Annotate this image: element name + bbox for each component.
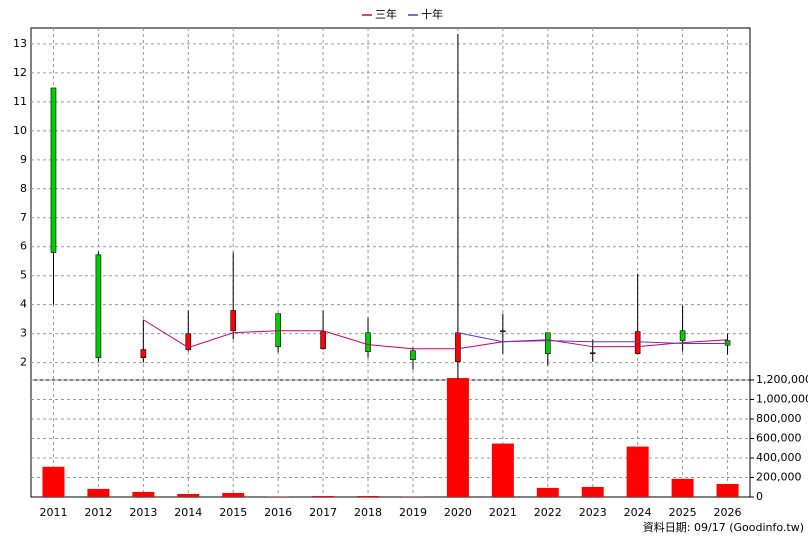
candle-body [634,331,641,354]
x-tick-label: 2016 [264,506,292,519]
candle-body [275,313,281,347]
average-line [143,319,728,350]
y-tick-label: 6 [20,240,27,253]
x-tick-label: 2026 [714,506,742,519]
x-tick-label: 2014 [174,506,202,519]
volume-bar [357,496,380,497]
y2-tick-label: 400,000 [756,451,802,464]
y-tick-label: 3 [20,327,27,340]
candle-body [365,332,371,352]
x-tick-label: 2019 [399,506,427,519]
candle-body [230,310,237,332]
volume-bar [177,493,200,497]
y-tick-label: 8 [20,182,27,195]
candle-body [50,87,57,253]
x-tick-label: 2017 [309,506,337,519]
volume-bar [446,378,469,497]
candle-body [185,333,192,350]
volume-bar [312,496,335,497]
y-tick-label: 12 [13,66,27,79]
y2-tick-label: 1,000,000 [756,393,808,406]
candle-body [455,332,461,363]
y-tick-label: 11 [13,95,27,108]
candle-body [589,352,596,355]
x-tick-label: 2023 [579,506,607,519]
y2-tick-label: 200,000 [756,471,802,484]
y2-tick-label: 600,000 [756,432,802,445]
x-tick-label: 2025 [669,506,697,519]
x-tick-label: 2012 [84,506,112,519]
volume-bar [42,466,65,497]
y-tick-label: 7 [20,211,27,224]
candle-body [410,350,416,361]
average-line [457,332,728,344]
candle-body [320,331,326,350]
volume-bar [716,483,739,497]
candle-body [500,330,506,333]
y2-tick-label: 800,000 [756,412,802,425]
y-tick-label: 2 [20,356,27,369]
plot-frame [30,27,751,498]
volume-bar [132,491,155,497]
volume-bar [536,487,559,497]
x-tick-label: 2011 [39,506,67,519]
candle-body [140,349,147,358]
volume-bar [222,493,245,497]
y-tick-label: 10 [13,124,27,137]
y-tick-label: 4 [20,298,27,311]
x-tick-label: 2021 [489,506,517,519]
x-tick-label: 2022 [534,506,562,519]
volume-bar [491,443,514,497]
x-tick-label: 2024 [624,506,652,519]
volume-bar [671,478,694,497]
volume-bar [626,446,649,497]
legend-label: 三年 [375,7,397,21]
legend-label: 十年 [421,7,443,21]
y-tick-label: 9 [20,153,27,166]
candle-body [95,254,102,358]
x-tick-label: 2018 [354,506,382,519]
candle-body [724,340,731,346]
volume-bar [87,488,110,497]
x-tick-label: 2013 [129,506,157,519]
volume-bar [581,486,604,497]
candle-body [544,332,551,354]
y-tick-label: 13 [13,37,27,50]
y-tick-label: 5 [20,269,27,282]
candle-body [679,330,686,341]
y2-tick-label: 1,200,000 [756,373,808,386]
y2-tick-label: 0 [756,490,763,503]
footnote: 資料日期: 09/17 (Goodinfo.tw) [643,520,804,534]
x-tick-label: 2015 [219,506,247,519]
x-tick-label: 2020 [444,506,472,519]
